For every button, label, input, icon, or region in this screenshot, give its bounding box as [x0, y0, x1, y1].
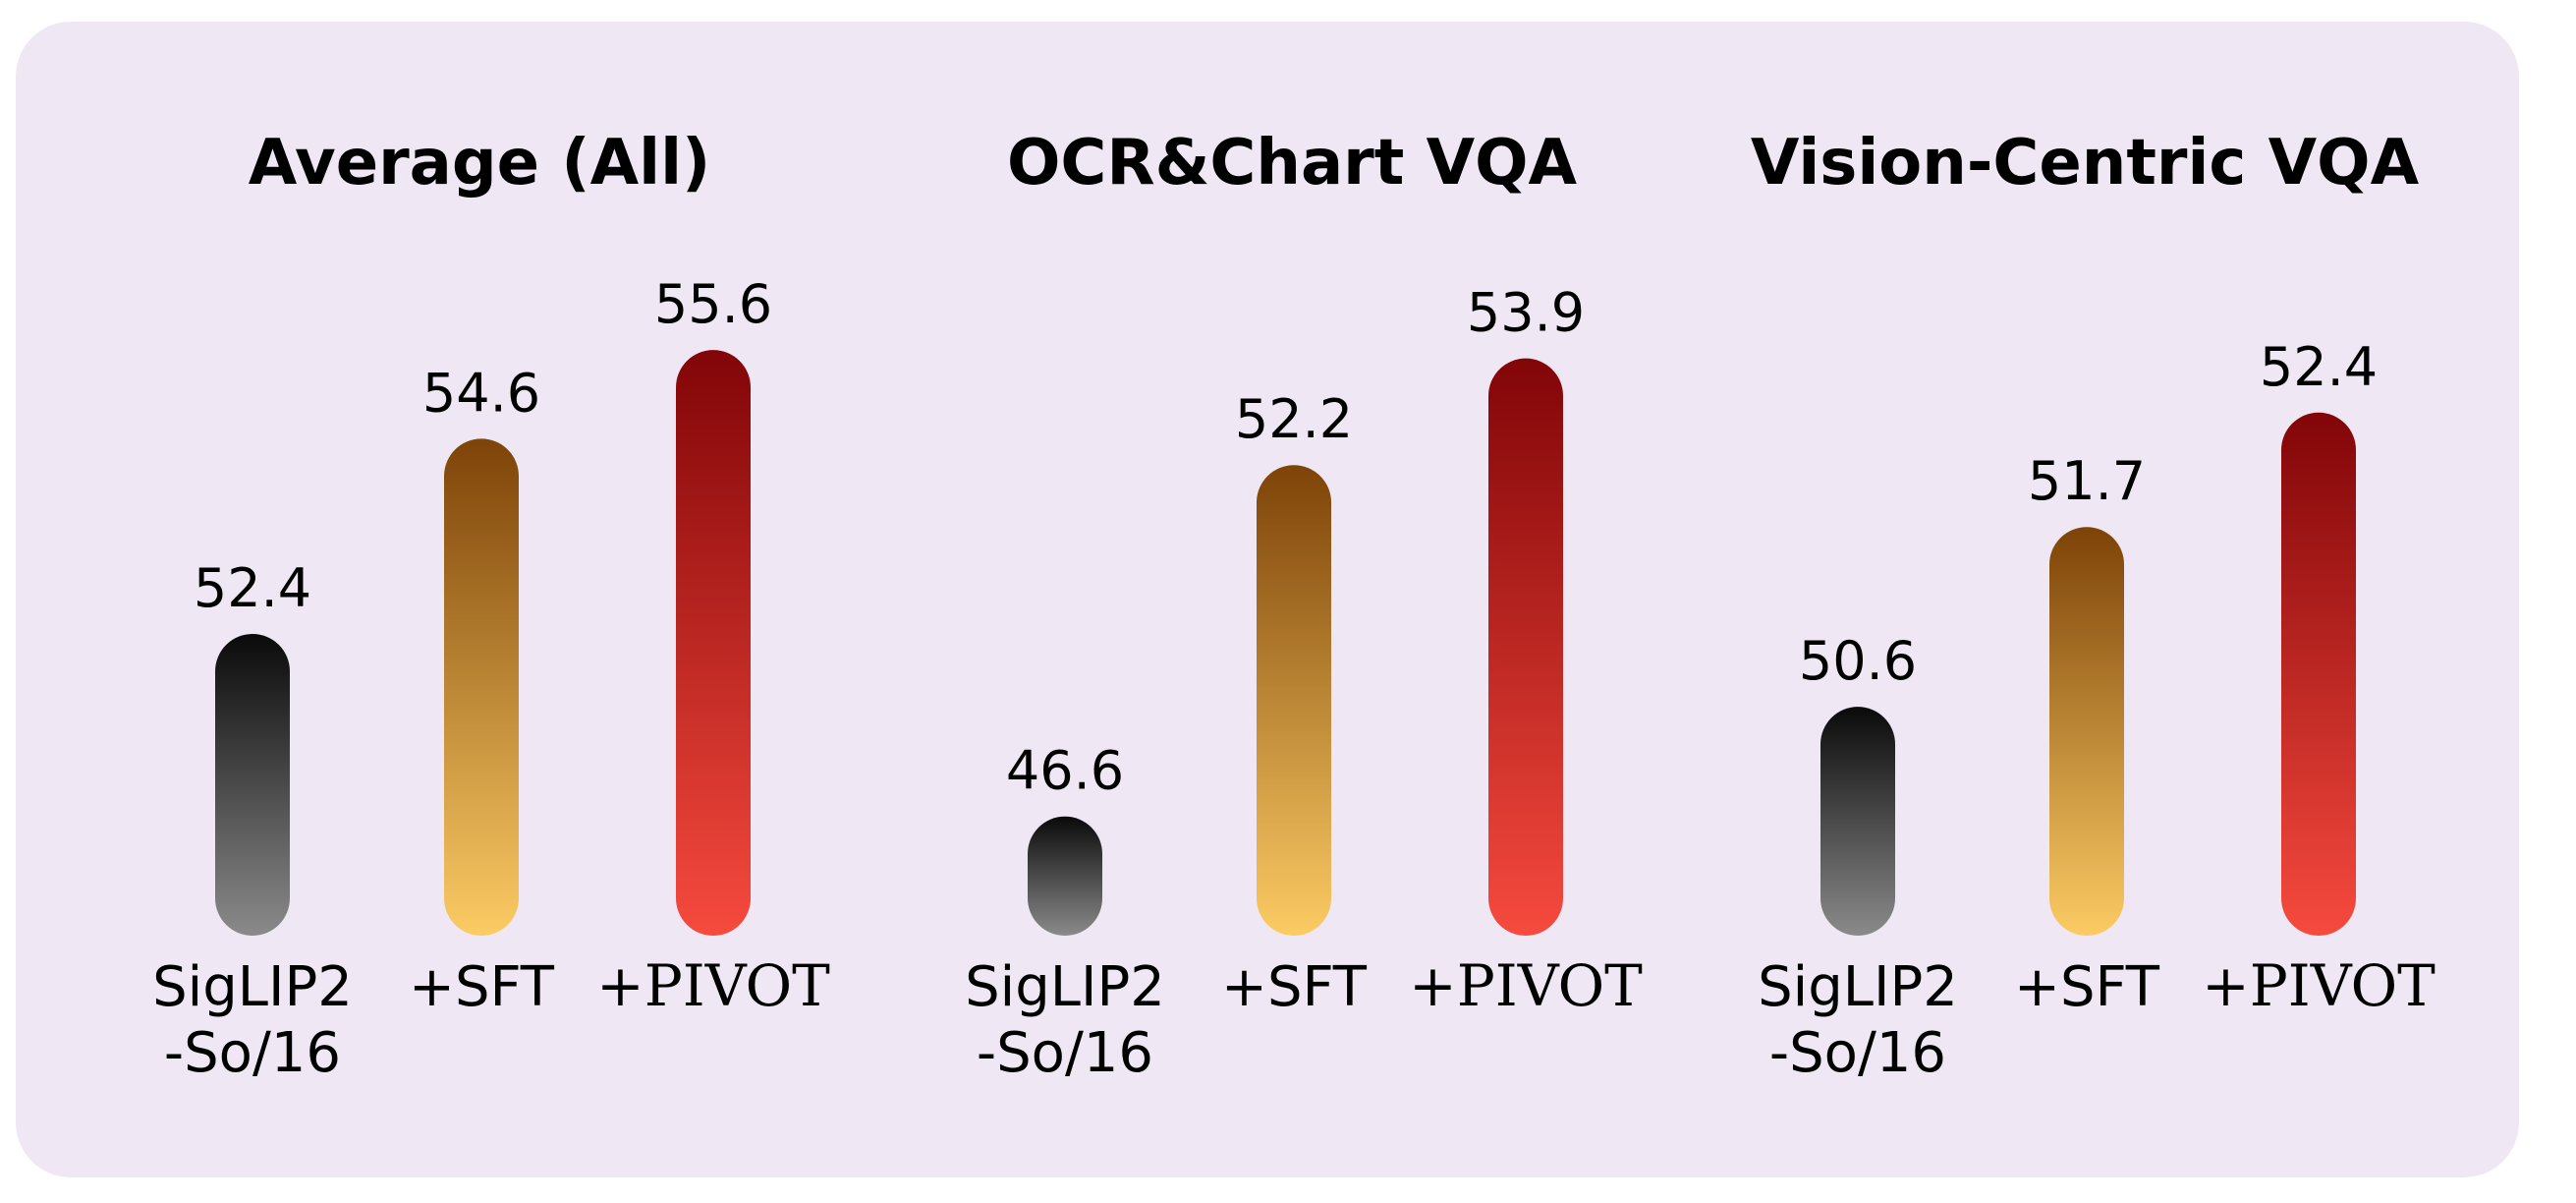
bar-sft: [1257, 465, 1331, 936]
value-label: 51.7: [2028, 450, 2146, 512]
category-label: SigLIP2 -So/16: [152, 955, 353, 1085]
chart-group-1: Average (All) 52.4 SigLIP2 -So/16 54.6 +SFT 55…: [152, 127, 830, 1085]
value-label: 52.2: [1235, 388, 1353, 450]
value-label: 52.4: [2260, 336, 2378, 398]
value-label: 46.6: [1006, 740, 1124, 802]
chart-title: Vision-Centric VQA: [1751, 127, 2420, 200]
value-label: 50.6: [1799, 630, 1917, 692]
value-label: 52.4: [194, 557, 311, 619]
bar-pivot: [1488, 358, 1563, 936]
bar-siglip2: [1820, 707, 1895, 936]
category-label: +PIVOT: [1409, 952, 1643, 1019]
category-label: +PIVOT: [596, 952, 830, 1019]
category-label: +SFT: [2014, 955, 2160, 1019]
value-label: 54.6: [422, 362, 540, 424]
category-label: +SFT: [1221, 955, 1368, 1019]
category-label: +SFT: [409, 955, 555, 1019]
bar-siglip2: [1028, 816, 1102, 936]
bar-pivot: [2281, 412, 2356, 937]
bar-pivot: [676, 350, 751, 937]
chart-title: OCR&Chart VQA: [1007, 127, 1578, 200]
chart-title: Average (All): [249, 127, 711, 200]
category-label: SigLIP2 -So/16: [1758, 955, 1958, 1085]
value-label: 55.6: [654, 273, 772, 335]
category-label: SigLIP2 -So/16: [965, 955, 1165, 1085]
bar-sft: [444, 438, 519, 936]
value-label: 53.9: [1467, 282, 1585, 344]
chart-group-3: Vision-Centric VQA 50.6 SigLIP2 -So/16 51.7 +…: [1751, 127, 2436, 1085]
chart-group-2: OCR&Chart VQA 46.6 SigLIP2 -So/16 52.2 +SFT 53…: [965, 127, 1643, 1085]
bar-sft: [2049, 527, 2124, 936]
bar-siglip2: [215, 634, 290, 936]
category-label: +PIVOT: [2202, 952, 2436, 1019]
